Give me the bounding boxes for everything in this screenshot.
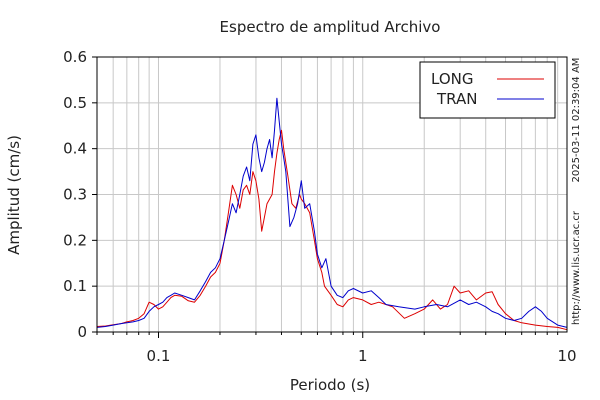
legend-label-tran: TRAN xyxy=(436,90,477,108)
x-tick-label: 0.1 xyxy=(147,347,171,365)
grid-lines xyxy=(96,56,567,333)
y-tick-label: 0.6 xyxy=(63,48,87,66)
y-tick-label: 0.2 xyxy=(63,231,87,249)
x-tick-label: 10 xyxy=(557,347,576,365)
legend: LONG TRAN xyxy=(419,61,556,119)
legend-label-long: LONG xyxy=(431,70,473,88)
series-line-tran xyxy=(96,97,568,328)
chart-title: Espectro de amplitud Archivo xyxy=(220,18,441,36)
y-axis-title: Amplitud (cm/s) xyxy=(5,135,23,255)
y-tick-label: 0.1 xyxy=(63,277,87,295)
x-tick-label: 1 xyxy=(358,347,368,365)
timestamp-label: 2025-03-11 02:39:04 AM xyxy=(571,58,582,183)
series-lines xyxy=(96,97,568,331)
x-axis-title: Periodo (s) xyxy=(290,376,370,394)
legend-box xyxy=(419,61,556,119)
y-tick-label: 0.3 xyxy=(63,186,87,204)
axis-ticks: 0 0.1 0.2 0.3 0.4 0.5 0.6 0.1 1 10 xyxy=(63,48,576,365)
y-tick-label: 0.4 xyxy=(63,140,87,158)
y-tick-label: 0 xyxy=(77,323,87,341)
url-label: http://www.lis.ucr.ac.cr xyxy=(571,210,582,325)
series-line-long xyxy=(96,129,568,331)
y-tick-label: 0.5 xyxy=(63,94,87,112)
